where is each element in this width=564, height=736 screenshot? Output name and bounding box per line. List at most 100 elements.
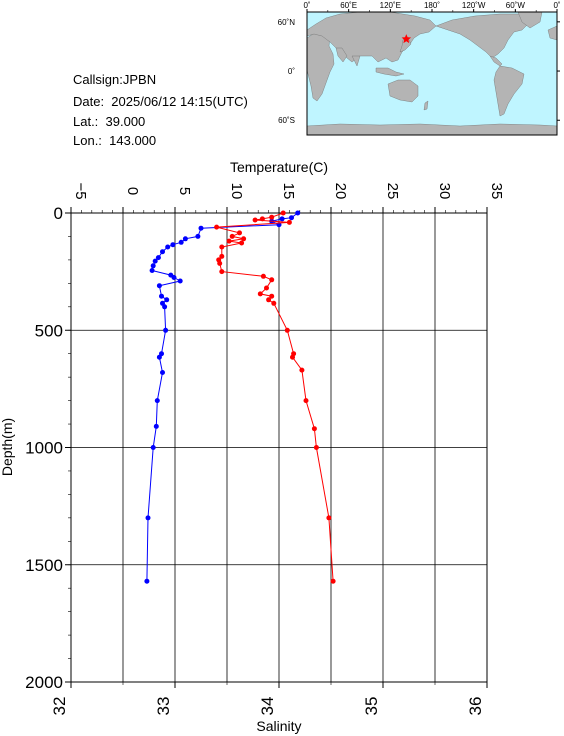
temperature-data-point — [152, 258, 158, 264]
depth-tick-label: 1000 — [25, 439, 63, 458]
salinity-data-point — [269, 293, 275, 299]
temperature-data-point — [163, 327, 169, 333]
temperature-data-point — [279, 216, 285, 222]
salinity-data-point — [271, 300, 277, 306]
salinity-data-point — [214, 224, 220, 230]
temperature-axis-label: Temperature(C) — [230, 159, 328, 175]
salinity-tick-label: 32 — [50, 697, 69, 716]
temperature-tick-label: 5 — [176, 187, 193, 195]
world-map: 0˚ 60˚E 120˚E 180˚ 120˚W 60˚W 0˚ 60˚N 0˚ 60˚S — [278, 1, 561, 136]
temperature-tick-label: 15 — [280, 183, 297, 200]
temperature-data-point — [171, 275, 177, 280]
temperature-data-point — [145, 515, 151, 521]
temperature-data-point — [170, 242, 176, 248]
map-lon-label: 0˚ — [553, 1, 560, 10]
salinity-data-point — [330, 578, 336, 584]
temperature-data-point — [153, 423, 159, 429]
salinity-data-point — [299, 367, 305, 373]
temperature-data-point — [159, 293, 164, 299]
temperature-data-point — [150, 263, 156, 269]
map-ticks — [306, 9, 560, 121]
temperature-data-point — [162, 304, 168, 310]
salinity-data-point — [269, 277, 275, 283]
salinity-data-point — [229, 233, 235, 239]
temperature-data-point — [154, 398, 160, 404]
salinity-data-point — [217, 260, 223, 266]
salinity-data-point — [286, 219, 292, 225]
salinity-data-point — [326, 515, 332, 521]
temperature-data-point — [156, 283, 162, 289]
date-text: Date: 2025/06/12 14:15(UTC) — [73, 94, 248, 109]
temperature-tick-label: 10 — [228, 183, 245, 200]
salinity-data-point — [311, 426, 317, 432]
temperature-data-point — [144, 578, 150, 584]
salinity-data-point — [264, 285, 269, 291]
map-land — [306, 11, 558, 136]
salinity-data-point — [260, 273, 266, 279]
chart-grid — [70, 212, 488, 683]
salinity-data-point — [237, 230, 242, 236]
temperature-data-point — [164, 297, 170, 303]
map-lon-label: 120˚W — [462, 1, 486, 10]
temperature-data-point — [156, 354, 162, 360]
salinity-data-point — [266, 297, 272, 303]
salinity-data-point — [219, 253, 225, 259]
temperature-tick-label: 0 — [124, 187, 141, 195]
temperature-data-point — [195, 233, 201, 239]
axis-tick-labels: −5 0 5 10 15 20 25 30 35 0 500 1000 1500 2000 32 33 34 35… — [25, 182, 505, 715]
salinity-tick-label: 33 — [154, 697, 173, 716]
map-lon-label: 180˚ — [424, 1, 440, 10]
depth-tick-label: 2000 — [25, 673, 63, 692]
salinity-data-point — [284, 327, 290, 333]
temperature-data-point — [160, 370, 165, 375]
depth-tick-label: 1500 — [25, 556, 63, 575]
map-lon-label: 60˚E — [340, 1, 357, 10]
temperature-profile-line — [146, 212, 299, 582]
temperature-data-point — [178, 239, 184, 245]
salinity-data-point — [280, 210, 286, 216]
salinity-data-point — [239, 240, 245, 246]
temperature-data-point — [182, 236, 188, 242]
temperature-data-point — [165, 244, 171, 250]
data-series — [144, 210, 336, 584]
map-lat-label: 0˚ — [288, 67, 295, 76]
map-lat-label: 60˚N — [278, 18, 296, 27]
salinity-profile-line — [216, 212, 334, 582]
salinity-data-point — [252, 217, 258, 223]
map-lon-label: 120˚E — [380, 1, 401, 10]
station-marker-star-icon — [401, 34, 412, 44]
temperature-data-point — [150, 445, 156, 450]
salinity-data-point — [303, 398, 309, 404]
salinity-data-point — [257, 291, 263, 297]
latitude-text: Lat.: 39.000 — [73, 114, 146, 129]
temperature-data-point — [155, 255, 161, 261]
temperature-data-point — [149, 268, 155, 273]
salinity-axis-label: Salinity — [256, 718, 301, 734]
depth-axis-label: Depth(m) — [0, 418, 15, 476]
salinity-data-point — [219, 244, 225, 250]
longitude-text: Lon.: 143.000 — [73, 133, 157, 148]
depth-tick-label: 500 — [35, 321, 63, 340]
salinity-data-point — [219, 269, 225, 275]
temperature-tick-label: −5 — [72, 182, 89, 199]
temperature-tick-label: 30 — [436, 183, 453, 200]
temperature-data-point — [289, 215, 294, 221]
map-lat-label: 60˚S — [278, 116, 295, 125]
temperature-tick-label: 20 — [332, 183, 349, 200]
temperature-data-point — [177, 278, 183, 284]
salinity-tick-label: 36 — [466, 697, 485, 716]
salinity-tick-label: 35 — [362, 697, 381, 716]
salinity-data-point — [313, 445, 319, 450]
axis-ticks — [65, 207, 488, 688]
salinity-data-point — [241, 236, 247, 242]
salinity-data-point — [290, 354, 295, 360]
depth-tick-label: 0 — [54, 204, 63, 223]
map-labels: 0˚ 60˚E 120˚E 180˚ 120˚W 60˚W 0˚ 60˚N 0˚ 60˚S — [278, 1, 561, 125]
temperature-tick-label: 25 — [384, 183, 401, 200]
map-lon-label: 60˚W — [506, 1, 526, 10]
callsign-text: Callsign:JPBN — [73, 72, 157, 87]
plot-area: −5 0 5 10 15 20 25 30 35 0 500 1000 1500 2000 32 33 34 35… — [25, 182, 505, 715]
salinity-data-point — [269, 214, 275, 220]
salinity-tick-label: 34 — [258, 697, 277, 716]
